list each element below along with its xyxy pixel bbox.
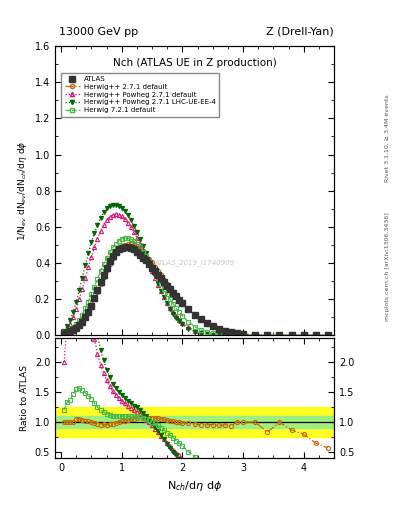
Y-axis label: Ratio to ATLAS: Ratio to ATLAS — [20, 365, 29, 431]
Bar — [55, 416, 334, 428]
Text: ATLAS_2019_I1740909: ATLAS_2019_I1740909 — [154, 260, 235, 266]
Bar — [55, 407, 334, 437]
Text: Nch (ATLAS UE in Z production): Nch (ATLAS UE in Z production) — [113, 58, 276, 68]
Text: mcplots.cern.ch [arXiv:1306.3436]: mcplots.cern.ch [arXiv:1306.3436] — [385, 212, 389, 321]
Text: Z (Drell-Yan): Z (Drell-Yan) — [266, 27, 334, 37]
Text: 13000 GeV pp: 13000 GeV pp — [59, 27, 138, 37]
Text: Rivet 3.1.10, ≥ 3.4M events: Rivet 3.1.10, ≥ 3.4M events — [385, 94, 389, 182]
Legend: ATLAS, Herwig++ 2.7.1 default, Herwig++ Powheg 2.7.1 default, Herwig++ Powheg 2.: ATLAS, Herwig++ 2.7.1 default, Herwig++ … — [61, 73, 219, 117]
Y-axis label: 1/N$_{ev}$ dN$_{ev}$/dN$_{ch}$/d$\eta$ d$\phi$: 1/N$_{ev}$ dN$_{ev}$/dN$_{ch}$/d$\eta$ d… — [16, 140, 29, 241]
X-axis label: N$_{ch}$/d$\eta$ d$\phi$: N$_{ch}$/d$\eta$ d$\phi$ — [167, 479, 222, 493]
